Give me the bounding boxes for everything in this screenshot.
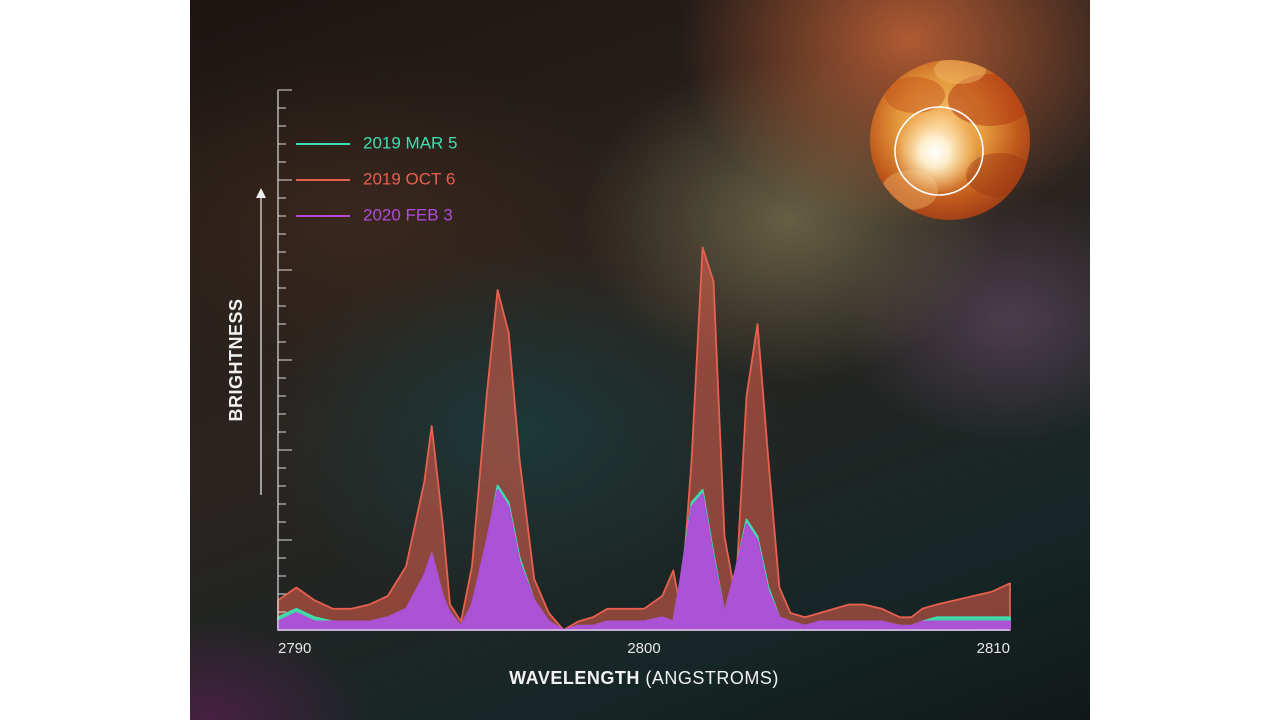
chart-panel: 2790 2800 2810 WAVELENGTH (ANGSTROMS) BRIGHT… <box>190 0 1090 720</box>
x-tick-label: 2800 <box>627 640 660 657</box>
x-axis-title: WAVELENGTH (ANGSTROMS) <box>509 668 779 688</box>
legend-label-mar5: 2019 MAR 5 <box>363 133 458 152</box>
axes <box>277 89 1010 631</box>
y-axis-title: BRIGHTNESS <box>226 298 246 421</box>
flare-highlight-ring <box>894 106 984 196</box>
series-area-2019-oct-6 <box>277 246 1011 631</box>
x-tick-label: 2790 <box>278 640 311 657</box>
axis-labels: 2790 2800 2810 WAVELENGTH (ANGSTROMS) BRIGHT… <box>226 188 1010 688</box>
series-area-2020-feb-3 <box>277 488 1011 631</box>
legend-label-oct6: 2019 OCT 6 <box>363 169 455 188</box>
flare-glow <box>893 110 977 194</box>
star-inset-image <box>870 60 1030 220</box>
y-axis-arrow-icon <box>256 188 266 198</box>
legend-label-feb3: 2020 FEB 3 <box>363 205 453 224</box>
spectrum-chart: 2790 2800 2810 WAVELENGTH (ANGSTROMS) BRIGHT… <box>226 60 1030 688</box>
legend: 2019 MAR 5 2019 OCT 6 2020 FEB 3 <box>296 133 458 224</box>
series-layer <box>277 246 1011 631</box>
x-tick-label: 2810 <box>977 640 1010 657</box>
